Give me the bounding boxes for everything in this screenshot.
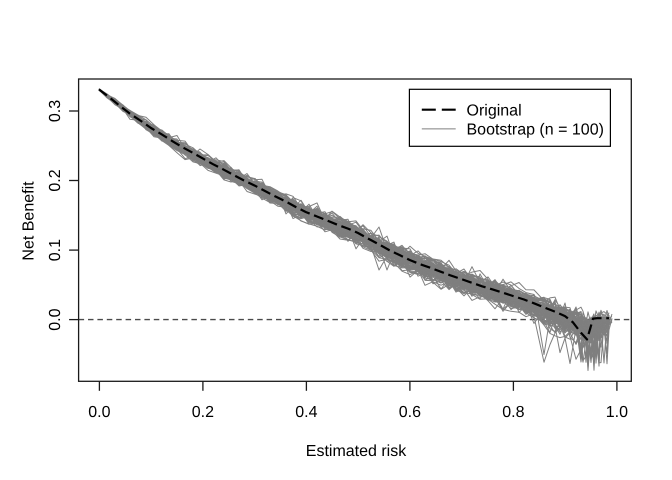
svg-text:0.4: 0.4 [295,404,317,421]
svg-text:0.2: 0.2 [192,404,214,421]
svg-text:0.1: 0.1 [47,239,64,261]
svg-text:Estimated risk: Estimated risk [306,443,407,460]
svg-text:1.0: 1.0 [606,404,628,421]
svg-text:0.0: 0.0 [88,404,110,421]
svg-text:0.8: 0.8 [502,404,524,421]
svg-text:0.0: 0.0 [47,308,64,330]
svg-text:0.6: 0.6 [399,404,421,421]
svg-text:Bootstrap (n = 100): Bootstrap (n = 100) [467,122,604,139]
svg-text:0.2: 0.2 [47,169,64,191]
svg-text:Net Benefit: Net Benefit [21,181,38,261]
svg-text:0.3: 0.3 [47,100,64,122]
svg-text:Original: Original [467,103,522,120]
